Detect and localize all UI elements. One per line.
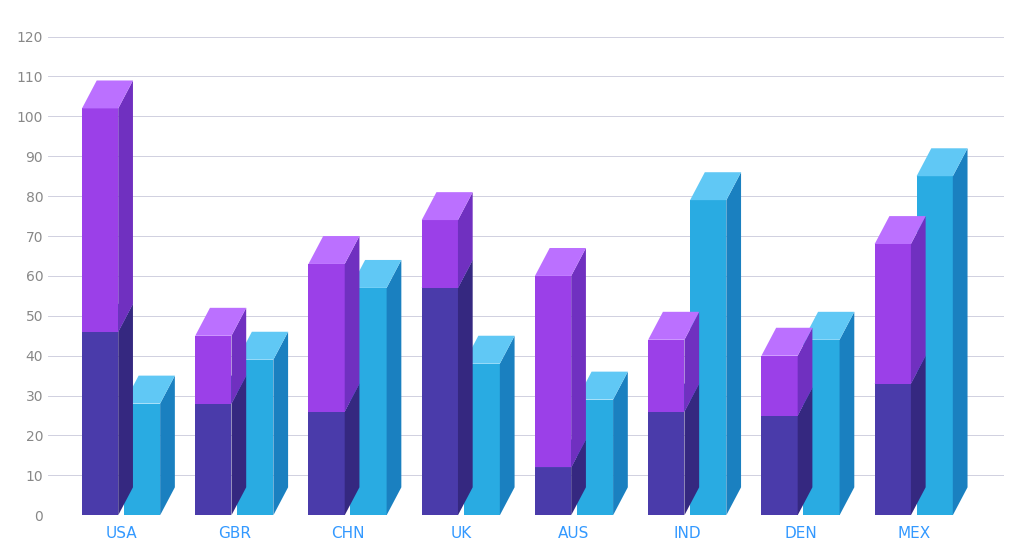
Polygon shape xyxy=(648,340,684,411)
Polygon shape xyxy=(690,172,741,200)
Polygon shape xyxy=(762,328,813,355)
Polygon shape xyxy=(917,148,968,176)
Polygon shape xyxy=(308,383,359,411)
Polygon shape xyxy=(875,355,926,383)
Polygon shape xyxy=(118,80,133,332)
Polygon shape xyxy=(500,336,515,515)
Polygon shape xyxy=(797,388,813,515)
Polygon shape xyxy=(726,172,741,515)
Polygon shape xyxy=(422,260,473,288)
Polygon shape xyxy=(577,400,613,515)
Polygon shape xyxy=(422,220,458,288)
Polygon shape xyxy=(762,355,797,416)
Polygon shape xyxy=(237,332,288,360)
Polygon shape xyxy=(535,440,586,468)
Polygon shape xyxy=(648,411,684,515)
Polygon shape xyxy=(684,312,699,411)
Polygon shape xyxy=(350,288,387,515)
Polygon shape xyxy=(571,248,586,468)
Polygon shape xyxy=(571,440,586,515)
Polygon shape xyxy=(911,216,926,383)
Polygon shape xyxy=(648,383,699,411)
Polygon shape xyxy=(232,308,246,403)
Polygon shape xyxy=(345,383,359,515)
Polygon shape xyxy=(839,312,855,515)
Polygon shape xyxy=(422,288,458,515)
Polygon shape xyxy=(690,200,726,515)
Polygon shape xyxy=(535,468,571,515)
Polygon shape xyxy=(458,192,473,288)
Polygon shape xyxy=(535,248,586,276)
Polygon shape xyxy=(762,416,797,515)
Polygon shape xyxy=(124,376,175,403)
Polygon shape xyxy=(82,332,118,515)
Polygon shape xyxy=(875,383,911,515)
Polygon shape xyxy=(953,148,968,515)
Polygon shape xyxy=(875,244,911,383)
Polygon shape xyxy=(308,236,359,264)
Polygon shape xyxy=(195,403,232,515)
Polygon shape xyxy=(684,383,699,515)
Polygon shape xyxy=(911,355,926,515)
Polygon shape xyxy=(124,403,160,515)
Polygon shape xyxy=(160,376,175,515)
Polygon shape xyxy=(195,308,246,336)
Polygon shape xyxy=(118,304,133,515)
Polygon shape xyxy=(345,236,359,411)
Polygon shape xyxy=(237,360,274,515)
Polygon shape xyxy=(232,376,246,515)
Polygon shape xyxy=(308,264,345,411)
Polygon shape xyxy=(350,260,401,288)
Polygon shape xyxy=(917,176,953,515)
Polygon shape xyxy=(804,312,855,340)
Polygon shape xyxy=(422,192,473,220)
Polygon shape xyxy=(804,340,839,515)
Polygon shape xyxy=(577,372,628,400)
Polygon shape xyxy=(274,332,288,515)
Polygon shape xyxy=(195,336,232,403)
Polygon shape xyxy=(458,260,473,515)
Polygon shape xyxy=(387,260,401,515)
Polygon shape xyxy=(82,108,118,332)
Polygon shape xyxy=(464,336,515,364)
Polygon shape xyxy=(308,411,345,515)
Polygon shape xyxy=(195,376,246,403)
Polygon shape xyxy=(464,364,500,515)
Polygon shape xyxy=(535,276,571,468)
Polygon shape xyxy=(797,328,813,416)
Polygon shape xyxy=(762,388,813,416)
Polygon shape xyxy=(648,312,699,340)
Polygon shape xyxy=(82,80,133,108)
Polygon shape xyxy=(82,304,133,332)
Polygon shape xyxy=(875,216,926,244)
Polygon shape xyxy=(613,372,628,515)
